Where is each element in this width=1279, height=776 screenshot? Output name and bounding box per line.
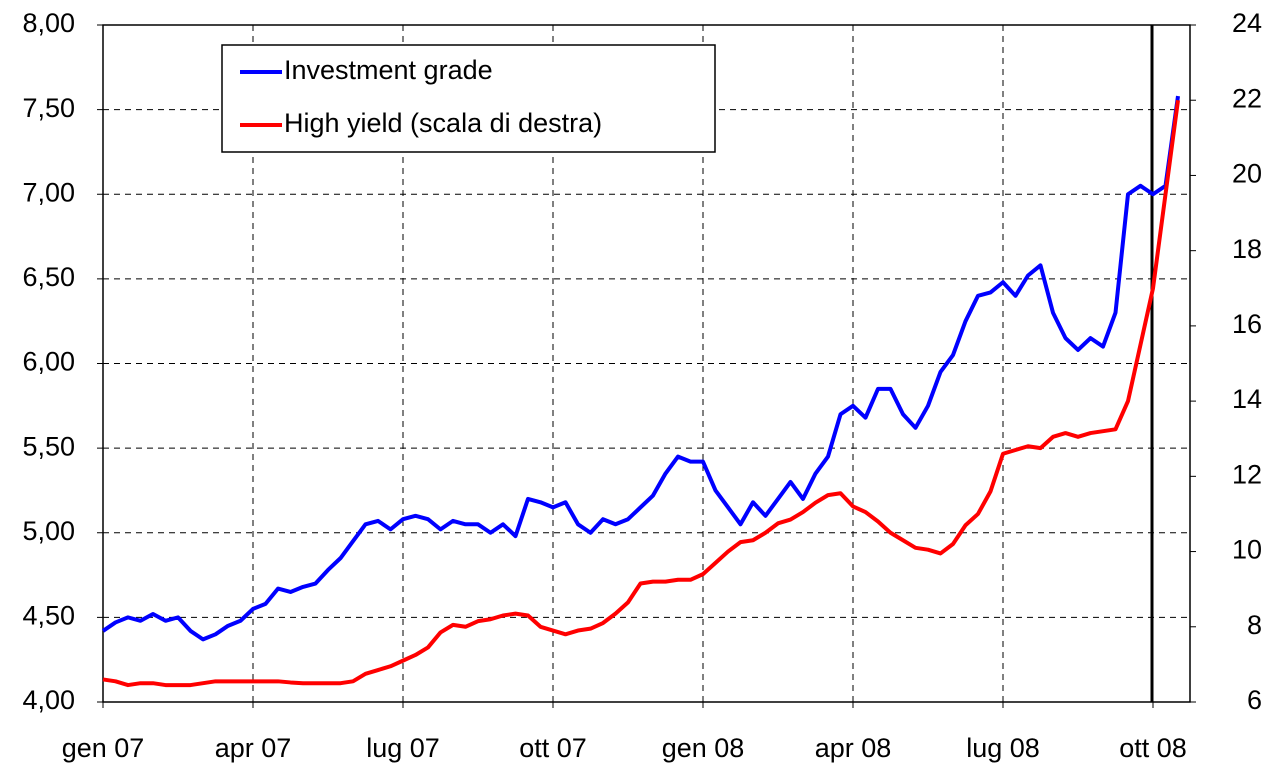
x-tick-label: lug 07 (366, 733, 440, 763)
series-line (102, 99, 1180, 688)
y-tick-label: 4,50 (22, 601, 75, 631)
x-tick-label: gen 08 (662, 733, 745, 763)
y2-tick-label: 22 (1232, 83, 1262, 113)
legend-label: Investment grade (284, 55, 493, 85)
y-tick-label: 7,50 (22, 93, 75, 123)
y2-tick-label: 20 (1232, 159, 1262, 189)
y-tick-label: 6,50 (22, 262, 75, 292)
y-tick-label: 8,00 (22, 8, 75, 38)
series-line (101, 95, 1180, 642)
y2-tick-label: 6 (1247, 685, 1262, 715)
y-tick-label: 6,00 (22, 347, 75, 377)
y2-tick-label: 10 (1232, 535, 1262, 565)
x-tick-label: apr 08 (815, 733, 892, 763)
y2-tick-label: 14 (1232, 384, 1262, 414)
x-tick-label: ott 07 (519, 733, 587, 763)
y-tick-label: 5,50 (22, 431, 75, 461)
legend-label: High yield (scala di destra) (284, 108, 602, 138)
x-tick-label: apr 07 (215, 733, 292, 763)
y-tick-label: 4,00 (22, 685, 75, 715)
y-tick-label: 5,00 (22, 516, 75, 546)
x-tick-label: gen 07 (62, 733, 145, 763)
y2-tick-label: 24 (1232, 8, 1262, 38)
x-tick-label: ott 08 (1119, 733, 1187, 763)
y2-tick-label: 16 (1232, 309, 1262, 339)
x-tick-label: lug 08 (966, 733, 1040, 763)
y-tick-label: 7,00 (22, 177, 75, 207)
y2-tick-label: 18 (1232, 234, 1262, 264)
plot-frame (102, 24, 1191, 703)
y2-tick-label: 8 (1247, 610, 1262, 640)
y2-tick-label: 12 (1232, 459, 1262, 489)
legend-box (221, 44, 716, 153)
